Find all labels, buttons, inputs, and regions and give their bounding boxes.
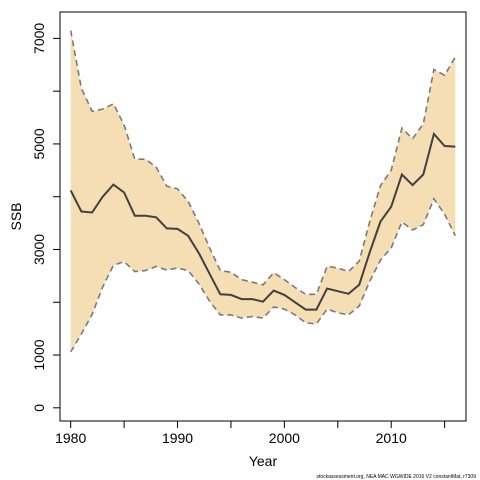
confidence-band <box>70 30 456 352</box>
x-tick-label: 2000 <box>269 430 300 446</box>
ssb-estimate-line <box>69 131 456 311</box>
plot-area <box>69 30 457 353</box>
upper-bound-line <box>69 30 456 296</box>
x-tick-label: 2010 <box>376 430 407 446</box>
y-axis-title: SSB <box>8 202 24 230</box>
x-tick-label: 1990 <box>162 430 193 446</box>
y-tick-label: 1000 <box>31 339 47 370</box>
x-axis-title: Year <box>249 453 278 469</box>
y-axis: 0 1000 3000 5000 7000 <box>31 23 61 412</box>
y-tick-label: 5000 <box>31 128 47 159</box>
y-tick-label: 7000 <box>31 23 47 54</box>
credit-text: stockassessment.org, NEA MAC WGWIDE 2016… <box>316 474 476 480</box>
lower-bound-line <box>70 197 457 353</box>
x-tick-label: 1980 <box>55 430 86 446</box>
y-tick-label: 3000 <box>31 234 47 265</box>
y-tick-label: 0 <box>31 404 47 412</box>
x-axis: 1980 1990 2000 2010 <box>55 420 446 446</box>
